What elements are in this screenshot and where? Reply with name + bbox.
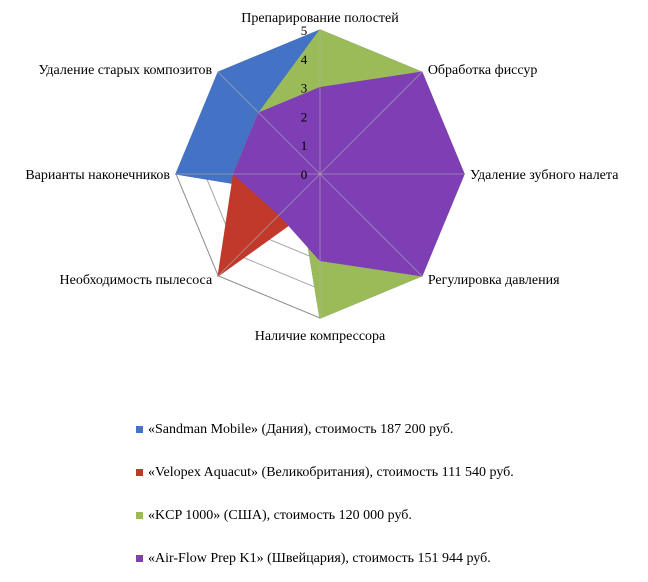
legend-label-2: «Velopex Aquacut» (Великобритания), стои… — [148, 465, 514, 480]
axis-label-6: Необходимость пылесоса — [60, 273, 213, 288]
tick-label-1: 1 — [301, 138, 308, 153]
legend-swatch-4 — [136, 555, 143, 562]
radar-axis-labels: Препарирование полостей Обработка фиссур У… — [25, 11, 619, 344]
axis-label-4: Регулировка давления — [428, 273, 560, 288]
axis-label-1: Препарирование полостей — [241, 11, 399, 26]
spoke-line — [217, 71, 321, 175]
axis-label-5: Наличие компрессора — [255, 329, 386, 344]
legend-swatch-2 — [136, 469, 143, 476]
spoke-line — [319, 173, 423, 277]
axis-label-8: Удаление старых композитов — [38, 63, 212, 78]
axis-label-3: Удаление зубного налета — [470, 168, 619, 183]
axis-label-2: Обработка фиссур — [428, 63, 538, 78]
chart-legend: «Sandman Mobile» (Дания), стоимость 187 … — [136, 422, 514, 566]
tick-label-2: 2 — [301, 109, 308, 124]
legend-label-3: «KCP 1000» (США), стоимость 120 000 руб. — [148, 508, 412, 523]
tick-label-3: 3 — [301, 81, 308, 96]
tick-label-5: 5 — [301, 23, 308, 38]
axis-label-7: Варианты наконечников — [25, 168, 170, 183]
radar-ticks: 0 1 2 3 4 5 — [301, 23, 308, 182]
legend-label-4: «Air-Flow Prep K1» (Швейцария), стоимост… — [148, 551, 491, 566]
legend-swatch-3 — [136, 512, 143, 519]
legend-label-1: «Sandman Mobile» (Дания), стоимость 187 … — [148, 422, 453, 437]
tick-label-0: 0 — [301, 167, 308, 182]
legend-swatch-1 — [136, 426, 143, 433]
spoke-line — [319, 71, 423, 175]
tick-label-4: 4 — [301, 52, 308, 67]
radar-spokes — [176, 30, 464, 318]
spoke-line — [217, 173, 321, 277]
